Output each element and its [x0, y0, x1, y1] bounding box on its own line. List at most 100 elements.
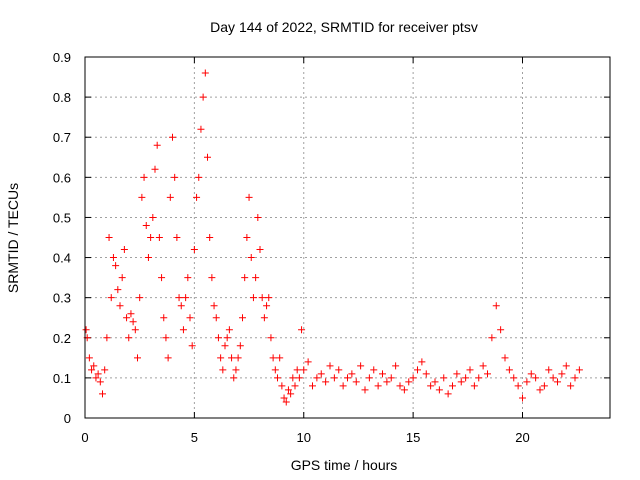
data-point — [383, 378, 391, 386]
data-point — [554, 378, 561, 386]
data-point — [335, 366, 343, 374]
data-point — [287, 390, 295, 398]
data-point — [431, 378, 439, 386]
data-point — [127, 310, 135, 318]
data-point — [317, 370, 325, 378]
data-point — [497, 326, 505, 334]
data-point — [109, 254, 117, 262]
data-point — [258, 294, 266, 302]
x-tick-labels: 0 5 10 15 20 — [81, 430, 529, 445]
data-point — [107, 294, 115, 302]
data-point — [234, 354, 242, 362]
data-point — [179, 326, 187, 334]
data-point — [114, 286, 122, 294]
y-tick-label: 0 — [64, 411, 71, 426]
x-tick-label: 5 — [191, 430, 198, 445]
data-point — [173, 234, 181, 241]
data-point — [169, 133, 176, 141]
data-point — [217, 354, 225, 362]
y-tick-label: 0.7 — [53, 130, 71, 145]
data-point — [105, 234, 113, 241]
data-point — [260, 314, 268, 322]
data-point — [103, 334, 111, 342]
plot-frame — [84, 56, 611, 419]
data-point — [545, 366, 553, 374]
data-point — [160, 314, 168, 322]
data-point — [210, 302, 218, 310]
data-point — [348, 370, 356, 378]
data-point — [532, 374, 540, 382]
data-point — [94, 370, 102, 378]
data-point — [379, 370, 386, 378]
data-point — [361, 386, 369, 394]
data-point — [151, 165, 159, 173]
data-point — [249, 294, 257, 302]
data-point — [247, 254, 255, 262]
data-point — [457, 378, 465, 386]
data-point — [164, 354, 172, 362]
data-point — [162, 334, 170, 342]
data-point — [90, 362, 98, 370]
data-point — [221, 342, 229, 350]
data-point — [418, 358, 426, 366]
data-point — [131, 326, 139, 334]
data-point — [492, 302, 500, 310]
y-tick-label: 0.2 — [53, 331, 71, 346]
data-point — [365, 374, 373, 382]
data-point — [449, 382, 456, 390]
data-point — [123, 314, 131, 322]
y-tick-label: 0.6 — [53, 170, 71, 185]
data-point — [140, 173, 148, 181]
data-point — [304, 358, 312, 366]
data-point — [352, 378, 360, 386]
data-point — [536, 386, 544, 394]
data-point — [214, 334, 222, 342]
data-point — [562, 362, 570, 370]
data-point — [567, 382, 575, 390]
data-point — [558, 370, 566, 378]
data-point — [252, 274, 260, 282]
data-point — [479, 362, 487, 370]
data-point — [82, 326, 90, 334]
data-point — [549, 374, 557, 382]
data-point — [435, 386, 443, 394]
data-point — [186, 314, 194, 322]
data-point — [453, 370, 461, 378]
data-point — [514, 382, 522, 390]
axis-ticks — [84, 56, 610, 419]
data-point — [293, 366, 301, 374]
data-point — [201, 69, 209, 77]
y-tick-label: 0.5 — [53, 210, 71, 225]
data-point — [344, 374, 351, 382]
data-point — [271, 366, 279, 374]
data-point — [239, 314, 246, 322]
data-point — [527, 370, 535, 378]
grid-lines — [85, 57, 610, 418]
data-point — [92, 374, 100, 382]
data-point — [129, 318, 137, 326]
data-point — [267, 334, 275, 342]
y-tick-label: 0.3 — [53, 291, 71, 306]
data-point — [357, 362, 365, 370]
y-tick-labels: 0 0.1 0.2 0.3 0.4 0.5 0.6 0.7 0.8 0.9 — [53, 50, 71, 426]
data-point — [484, 370, 491, 378]
data-point — [265, 294, 273, 302]
data-point — [540, 382, 548, 390]
data-point — [405, 378, 413, 386]
data-point — [254, 213, 262, 221]
data-point — [427, 382, 435, 390]
data-point — [309, 382, 316, 390]
data-point — [274, 374, 281, 382]
data-point — [409, 374, 417, 382]
data-point — [330, 374, 338, 382]
data-point — [134, 354, 141, 362]
data-point — [112, 262, 120, 270]
data-point — [575, 366, 583, 374]
data-point — [149, 213, 157, 221]
data-point — [462, 374, 470, 382]
data-point — [396, 382, 404, 390]
data-point — [370, 366, 378, 374]
data-point — [245, 193, 253, 201]
data-point — [182, 294, 190, 302]
